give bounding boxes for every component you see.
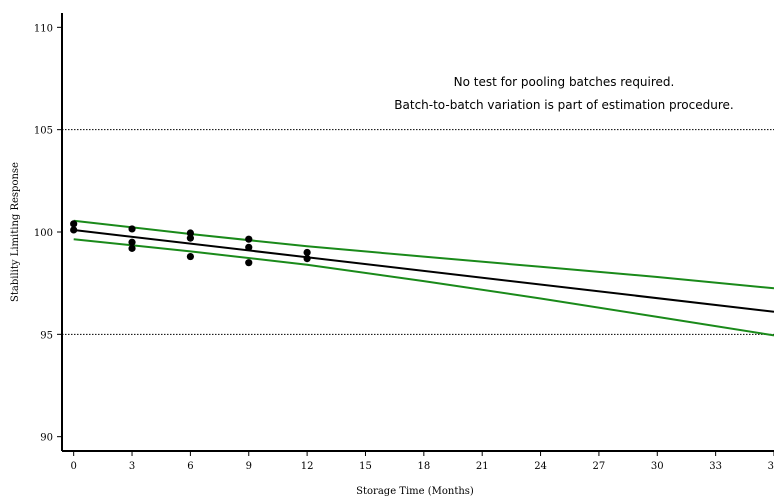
series-lines <box>73 219 774 337</box>
x-tick-label: 33 <box>709 461 722 472</box>
y-tick-label: 105 <box>34 126 53 137</box>
x-tick-label: 12 <box>301 461 314 472</box>
data-point <box>128 244 136 252</box>
x-tick-label: 30 <box>651 461 664 472</box>
x-tick-label: 21 <box>476 461 489 472</box>
data-point <box>70 226 78 234</box>
data-point <box>186 229 194 237</box>
data-points <box>70 220 311 267</box>
data-point <box>128 238 136 246</box>
data-point <box>303 255 311 263</box>
x-tick-label: 6 <box>187 461 193 472</box>
data-point <box>186 252 194 261</box>
data-point <box>245 259 253 267</box>
x-tick-label: 0 <box>70 461 76 472</box>
annotation-1: No test for pooling batches required. <box>454 75 675 89</box>
y-tick-label: 110 <box>34 23 53 34</box>
ticks: 03691215182124273033369095100105110 <box>34 23 774 472</box>
data-point <box>70 220 78 228</box>
x-tick-label: 36 <box>768 461 774 472</box>
data-point <box>186 234 194 242</box>
x-tick-label: 27 <box>593 461 606 472</box>
data-point <box>303 248 311 257</box>
confidence-bound-line <box>73 238 774 337</box>
x-tick-label: 3 <box>129 461 135 472</box>
confidence-bound-line <box>73 219 774 290</box>
y-tick-label: 95 <box>40 330 53 341</box>
x-axis-title: Storage Time (Months) <box>356 486 474 497</box>
x-tick-label: 9 <box>246 461 252 472</box>
y-tick-label: 100 <box>34 228 53 239</box>
y-tick-label: 90 <box>40 433 53 444</box>
x-tick-label: 18 <box>417 461 430 472</box>
annotation-2: Batch-to-batch variation is part of esti… <box>394 98 733 112</box>
x-tick-label: 24 <box>534 461 547 472</box>
data-point <box>128 225 136 233</box>
data-point <box>245 235 253 243</box>
regression-line <box>73 229 774 313</box>
data-point <box>245 243 253 251</box>
y-axis-title: Stability Limiting Response <box>10 162 21 302</box>
x-tick-label: 15 <box>359 461 372 472</box>
